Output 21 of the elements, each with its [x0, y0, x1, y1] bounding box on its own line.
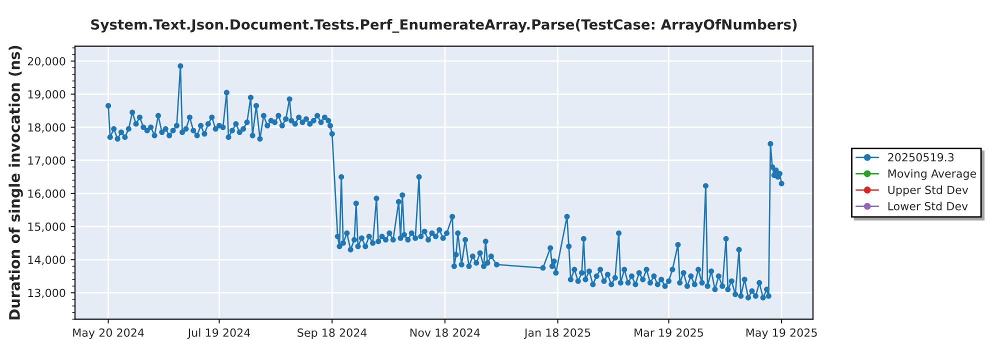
- legend-label: Moving Average: [888, 169, 976, 180]
- y-tick-label: 20,000: [28, 57, 66, 67]
- x-tick-label: Sep 18 2024: [298, 328, 367, 339]
- x-tick-label: Nov 18 2024: [410, 328, 480, 337]
- x-tick-label: May 20 2024: [73, 328, 144, 339]
- x-tick-label: Mar 19 2025: [634, 328, 703, 337]
- y-tick-label: 13,000: [28, 288, 66, 298]
- y-tick-label: 17,000: [28, 156, 66, 166]
- y-tick-label: 15,000: [28, 222, 66, 232]
- x-tick-label: Jul 19 2024: [187, 328, 250, 339]
- x-tick-label: May 19 2025: [746, 328, 817, 339]
- legend-label: Lower Std Dev: [888, 202, 968, 210]
- chart-title: System.Text.Json.Document.Tests.Perf_EnumerateArray.Parse(TestCase: ArrayOfNumbers): [91, 18, 797, 33]
- y-tick-label: 18,000: [28, 123, 66, 133]
- legend-label: 20250519.3: [888, 153, 954, 162]
- legend-label: Upper Std Dev: [888, 185, 968, 196]
- x-tick-label: Jan 18 2025: [524, 328, 590, 339]
- y-tick-label: 16,000: [28, 189, 66, 199]
- y-tick-label: 14,000: [28, 256, 66, 266]
- y-tick-label: 19,000: [28, 90, 66, 100]
- y-axis-title: Duration of single invocation (ns): [8, 46, 23, 320]
